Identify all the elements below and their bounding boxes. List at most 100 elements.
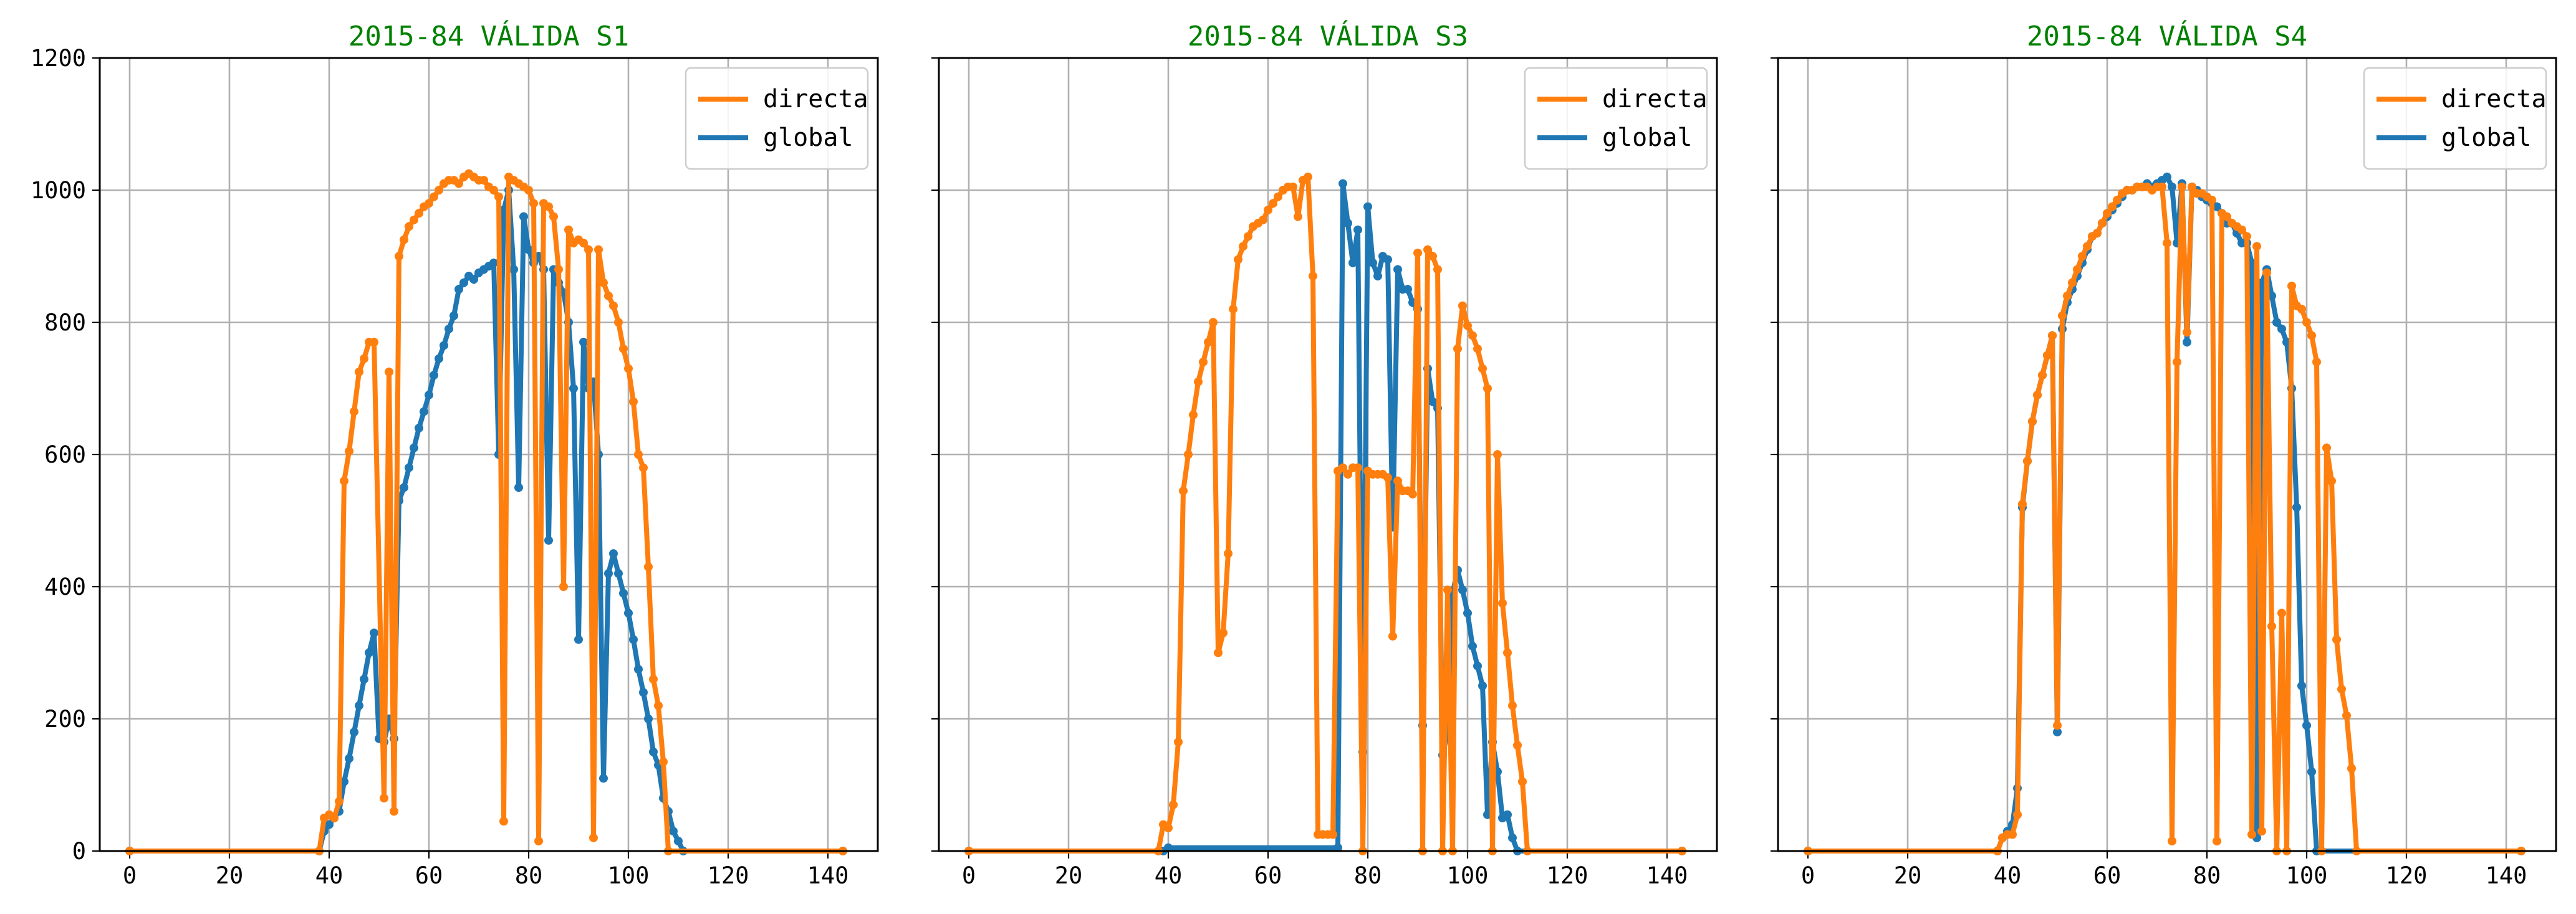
data-point-directa [1413, 248, 1422, 257]
data-point-global [2302, 721, 2311, 730]
x-tick-label: 20 [1894, 862, 1922, 889]
data-point-directa [1264, 205, 1272, 214]
data-point-directa [1209, 318, 1218, 327]
subplot-s1: 2015-84 VÁLIDA S1 0 20 40 60 80 100 120 140 0 200 4… [31, 19, 879, 889]
data-point-directa [609, 301, 618, 310]
data-point-directa [1388, 632, 1397, 641]
data-point-directa [1498, 599, 1507, 608]
data-point-directa [2058, 311, 2067, 320]
data-point-global [2053, 728, 2062, 737]
data-point-global [459, 278, 468, 287]
series-line-global [127, 188, 845, 854]
data-point-global [489, 258, 498, 267]
data-point-directa [629, 397, 638, 406]
data-point-global [365, 648, 373, 657]
data-point-global [1473, 661, 1482, 671]
data-point-directa [564, 225, 573, 234]
data-point-directa [435, 186, 443, 195]
data-point-directa [415, 209, 423, 218]
data-point-global [1503, 810, 1512, 819]
data-point-global [579, 337, 588, 347]
x-tick-label: 40 [1994, 862, 2022, 889]
data-point-directa [2168, 837, 2176, 846]
data-point-directa [2267, 622, 2276, 631]
chart-title: 2015-84 VÁLIDA S1 [348, 19, 629, 52]
data-point-global [469, 275, 478, 284]
data-point-directa [2043, 351, 2052, 360]
data-point-directa [2008, 830, 2017, 839]
legend-label-global: global [2441, 123, 2532, 152]
data-point-directa [2113, 195, 2122, 204]
y-tick-label: 400 [44, 574, 86, 600]
data-point-directa [494, 192, 503, 201]
data-point-directa [1338, 463, 1347, 473]
data-point-directa [2053, 721, 2062, 730]
data-point-directa [639, 463, 648, 473]
x-tick-label: 100 [1447, 862, 1489, 889]
data-point-directa [1433, 265, 1442, 274]
data-point-directa [604, 291, 613, 301]
data-point-directa [1518, 777, 1527, 786]
data-point-global [454, 285, 463, 294]
data-point-global [2168, 182, 2176, 191]
data-point-global [1393, 265, 1402, 274]
y-tick-label: 1200 [31, 45, 86, 72]
legend-label-global: global [1602, 123, 1693, 152]
data-point-directa [1294, 212, 1302, 221]
data-point-directa [529, 199, 538, 208]
data-point-global [619, 589, 628, 598]
data-point-global [2247, 258, 2256, 267]
data-point-directa [1204, 337, 1213, 347]
y-tick-label: 0 [72, 838, 86, 865]
data-point-directa [2103, 209, 2112, 218]
data-point-global [639, 688, 648, 697]
data-point-global [405, 463, 413, 473]
x-tick-label: 0 [123, 862, 137, 889]
data-point-directa [589, 833, 598, 842]
x-tick-label: 60 [415, 862, 443, 889]
data-point-global [345, 754, 353, 763]
data-point-directa [380, 794, 388, 803]
data-point-global [609, 549, 618, 558]
x-tick-label: 140 [1646, 862, 1688, 889]
data-point-directa [584, 245, 593, 254]
legend-box [2363, 67, 2547, 170]
data-point-directa [2237, 225, 2246, 234]
data-point-directa [385, 367, 393, 377]
x-tick-label: 140 [807, 862, 849, 889]
data-point-directa [1473, 344, 1482, 354]
data-point-directa [549, 212, 558, 221]
x-tick-label: 80 [1354, 862, 1382, 889]
data-point-directa [2038, 370, 2047, 380]
data-point-global [1428, 397, 1437, 406]
x-tick-label: 0 [962, 862, 976, 889]
data-point-directa [1453, 344, 1462, 354]
data-point-global [2297, 681, 2306, 690]
x-tick-label: 40 [1155, 862, 1183, 889]
data-point-directa [614, 318, 623, 327]
data-point-global [370, 628, 378, 638]
data-point-global [1368, 258, 1377, 267]
y-tick-label: 800 [44, 309, 86, 336]
data-point-directa [1229, 304, 1238, 314]
data-point-directa [1199, 357, 1208, 367]
legend-box [685, 67, 869, 170]
data-point-directa [1194, 377, 1203, 387]
data-point-directa [554, 265, 563, 274]
data-point-directa [2183, 327, 2191, 337]
data-point-directa [2257, 827, 2266, 836]
data-point-global [449, 311, 458, 320]
data-point-directa [1483, 384, 1492, 393]
data-point-directa [2188, 182, 2196, 191]
x-tick-label: 40 [315, 862, 344, 889]
data-point-directa [1408, 489, 1417, 499]
data-point-global [440, 341, 448, 350]
data-point-global [604, 569, 613, 578]
data-point-directa [534, 837, 543, 846]
data-point-directa [2213, 837, 2221, 846]
data-point-directa [2312, 357, 2321, 367]
data-point-directa [2242, 232, 2251, 241]
data-point-directa [1169, 800, 1178, 809]
data-point-directa [654, 701, 663, 710]
